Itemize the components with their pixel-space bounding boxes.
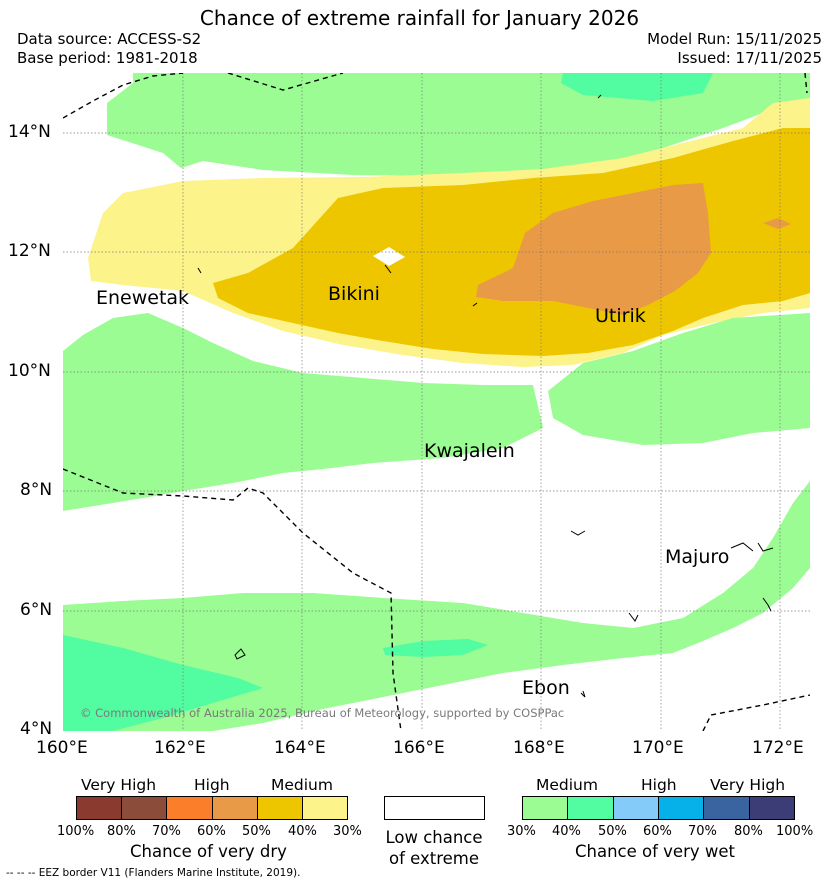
wet-medium-south [63, 481, 810, 731]
wet-tick-50: 50% [598, 824, 627, 839]
dry-colorbar [76, 796, 348, 820]
wet-cat-medium: Medium [536, 776, 598, 794]
header-left: Data source: ACCESS-S2 Base period: 1981… [17, 30, 201, 68]
dry-tick-40: 40% [288, 824, 317, 839]
lat-label-14n: 14°N [8, 122, 51, 142]
dry-high-dot [763, 218, 791, 229]
wet-tick-30: 30% [507, 824, 536, 839]
dry-swatch-100-80 [77, 797, 123, 819]
atoll-outlines [197, 94, 774, 698]
lat-label-12n: 12°N [8, 241, 51, 261]
dry-swatch-70-60 [167, 797, 213, 819]
wet-swatch-80-100 [749, 797, 794, 819]
lon-label-172e: 172°E [752, 738, 804, 758]
wet-colorbar [522, 796, 795, 820]
lon-label-170e: 170°E [632, 738, 684, 758]
dry-tick-100: 100% [57, 824, 95, 839]
issued-date: Issued: 17/11/2025 [677, 49, 822, 67]
place-majuro: Majuro [665, 546, 730, 568]
low-chance-label: Low chance of extreme [374, 827, 494, 869]
eez-borders [63, 73, 810, 731]
dry-swatch-50-40 [257, 797, 303, 819]
place-bikini: Bikini [328, 283, 380, 305]
place-utirik: Utirik [595, 305, 646, 327]
wet-swatch-40-50 [568, 797, 614, 819]
wet-high-southwest [63, 635, 263, 731]
copyright-notice: © Commonwealth of Australia 2025, Bureau… [80, 706, 565, 720]
dry-swatch-60-50 [212, 797, 258, 819]
dry-tick-60: 60% [197, 824, 226, 839]
lon-label-162e: 162°E [154, 738, 206, 758]
lon-label-168e: 168°E [513, 738, 565, 758]
wet-cat-very-high: Very High [710, 776, 786, 794]
dry-tick-50: 50% [242, 824, 271, 839]
wet-tick-100: 100% [776, 824, 814, 839]
dry-legend-title: Chance of very dry [130, 842, 287, 861]
low-chance-swatch [384, 796, 485, 820]
lat-label-8n: 8°N [20, 480, 53, 500]
wet-tick-60: 60% [643, 824, 672, 839]
model-run: Model Run: 15/11/2025 [647, 30, 822, 48]
base-period: Base period: 1981-2018 [17, 49, 198, 67]
wet-high-south-strip [383, 639, 488, 657]
lat-label-4n: 4°N [20, 719, 53, 739]
wet-swatch-50-60 [613, 797, 659, 819]
wet-cat-high: High [641, 776, 677, 794]
lon-label-166e: 166°E [393, 738, 445, 758]
map-title: Chance of extreme rainfall for January 2… [199, 6, 640, 30]
wet-medium-mid-east [548, 313, 810, 445]
place-kwajalein: Kwajalein [424, 440, 515, 462]
place-ebon: Ebon [522, 677, 570, 699]
map-panel[interactable] [63, 73, 810, 731]
dry-tick-30: 30% [333, 824, 362, 839]
lon-label-160e: 160°E [36, 738, 88, 758]
wet-high-north [561, 73, 713, 101]
wet-tick-70: 70% [688, 824, 717, 839]
low-hole-bikini [373, 247, 405, 266]
dry-cat-high: High [194, 776, 230, 794]
dry-high-patch [476, 183, 711, 315]
dry-cat-very-high: Very High [81, 776, 157, 794]
wet-swatch-60-70 [658, 797, 705, 819]
wet-swatch-70-80 [704, 797, 750, 819]
dry-tick-80: 80% [107, 824, 136, 839]
dry-swatch-40-30 [302, 797, 348, 819]
dry-tick-70: 70% [152, 824, 181, 839]
low-chance-line1: Low chance [385, 828, 483, 847]
low-chance-line2: of extreme [388, 849, 480, 868]
lat-label-6n: 6°N [20, 600, 53, 620]
dry-swatch-80-70 [122, 797, 168, 819]
data-source: Data source: ACCESS-S2 [17, 30, 202, 48]
grid-lines [63, 73, 810, 731]
place-enewetak: Enewetak [96, 287, 190, 309]
header-right: Model Run: 15/11/2025 Issued: 17/11/2025 [647, 30, 822, 68]
lon-label-164e: 164°E [274, 738, 326, 758]
dry-cat-medium: Medium [271, 776, 333, 794]
map-svg [63, 73, 810, 731]
wet-tick-40: 40% [552, 824, 581, 839]
wet-tick-80: 80% [734, 824, 763, 839]
wet-swatch-30-40 [523, 797, 569, 819]
eez-footnote: -- -- -- EEZ border V11 (Flanders Marine… [6, 867, 301, 879]
lat-label-10n: 10°N [8, 361, 51, 381]
wet-legend-title: Chance of very wet [575, 842, 735, 861]
